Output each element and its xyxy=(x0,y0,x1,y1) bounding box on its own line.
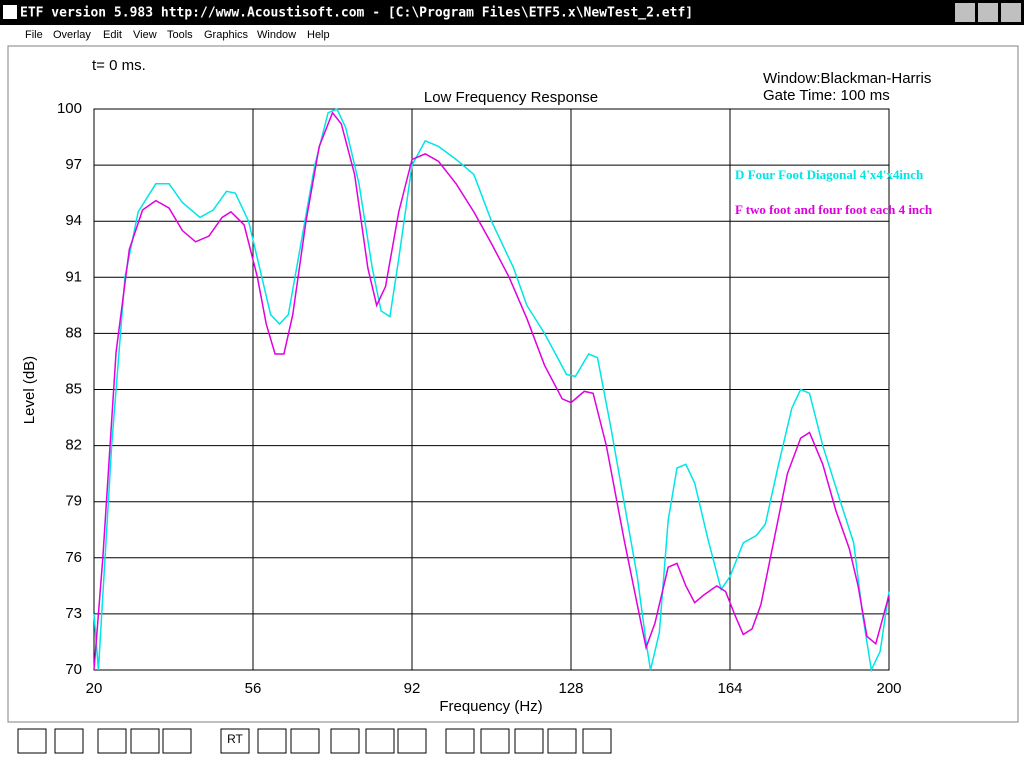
chart-title: Low Frequency Response xyxy=(424,89,598,106)
maximize-button[interactable] xyxy=(978,3,998,22)
time-label: t= 0 ms. xyxy=(92,57,146,74)
menu-item[interactable]: Edit xyxy=(103,29,122,41)
plot-border xyxy=(93,108,890,671)
toolbar-button[interactable] xyxy=(547,728,577,754)
minimize-button[interactable] xyxy=(955,3,975,22)
y-tick-label: 70 xyxy=(65,661,82,678)
close-button[interactable] xyxy=(1001,3,1021,22)
toolbar-button[interactable] xyxy=(480,728,510,754)
y-tick-label: 91 xyxy=(65,268,82,285)
title-bar xyxy=(0,0,1024,25)
toolbar-button[interactable] xyxy=(397,728,427,754)
x-tick-label: 20 xyxy=(86,680,103,697)
x-tick-label: 56 xyxy=(245,680,262,697)
menu: File Overlay Edit View Tools Graphics Window He… xyxy=(25,29,330,41)
rt-button-label: RT xyxy=(227,732,243,746)
toolbar-button[interactable] xyxy=(290,728,320,754)
x-tick-label: 200 xyxy=(876,680,901,697)
toolbar-button[interactable] xyxy=(97,728,127,754)
x-tick-label: 92 xyxy=(404,680,421,697)
menu-item[interactable]: Overlay xyxy=(53,29,91,41)
toolbar-button[interactable] xyxy=(257,728,287,754)
y-tick-label: 79 xyxy=(65,493,82,510)
toolbar-button[interactable] xyxy=(445,728,475,754)
menu-item[interactable]: Window xyxy=(257,29,296,41)
x-tick-label: 128 xyxy=(558,680,583,697)
y-tick-label: 100 xyxy=(57,100,82,117)
x-axis-label: Frequency (Hz) xyxy=(439,698,542,715)
menu-item[interactable]: View xyxy=(133,29,157,41)
menu-item[interactable]: Help xyxy=(307,29,330,41)
y-tick-label: 94 xyxy=(65,212,82,229)
chart-frame xyxy=(7,45,1019,723)
y-tick-label: 76 xyxy=(65,549,82,566)
window-title: ETF version 5.983 http://www.Acoustisoft… xyxy=(20,6,693,21)
menu-bar xyxy=(0,25,1024,45)
y-tick-label: 82 xyxy=(65,437,82,454)
plot: 70 73 76 79 82 85 88 91 94 97 100 20 56 92 128 164 200 D … xyxy=(57,100,933,697)
menu-item[interactable]: File xyxy=(25,29,43,41)
toolbar-button[interactable] xyxy=(17,728,47,754)
toolbar-button[interactable] xyxy=(54,728,84,754)
y-axis-label: Level (dB) xyxy=(21,356,38,424)
toolbar-button[interactable] xyxy=(582,728,612,754)
menu-item[interactable]: Graphics xyxy=(204,29,249,41)
x-tick-label: 164 xyxy=(717,680,742,697)
legend-entry: D Four Foot Diagonal 4'x4'x4inch xyxy=(735,167,924,182)
y-tick-label: 73 xyxy=(65,605,82,622)
gate-time: Gate Time: 100 ms xyxy=(763,87,890,104)
window-function: Window:Blackman-Harris xyxy=(763,70,931,87)
toolbar-button[interactable] xyxy=(162,728,192,754)
toolbar-buttons xyxy=(17,728,612,754)
legend-entry: F two foot and four foot each 4 inch xyxy=(735,202,933,217)
toolbar-button[interactable] xyxy=(330,728,360,754)
menu-item[interactable]: Tools xyxy=(167,29,193,41)
y-tick-label: 85 xyxy=(65,380,82,397)
series-line xyxy=(93,111,890,671)
y-tick-label: 97 xyxy=(65,156,82,173)
toolbar-button[interactable] xyxy=(130,728,160,754)
y-tick-label: 88 xyxy=(65,324,82,341)
toolbar-button[interactable] xyxy=(514,728,544,754)
app-icon xyxy=(3,5,17,19)
series-line xyxy=(93,108,890,673)
toolbar-button[interactable] xyxy=(220,728,250,754)
toolbar-button[interactable] xyxy=(365,728,395,754)
